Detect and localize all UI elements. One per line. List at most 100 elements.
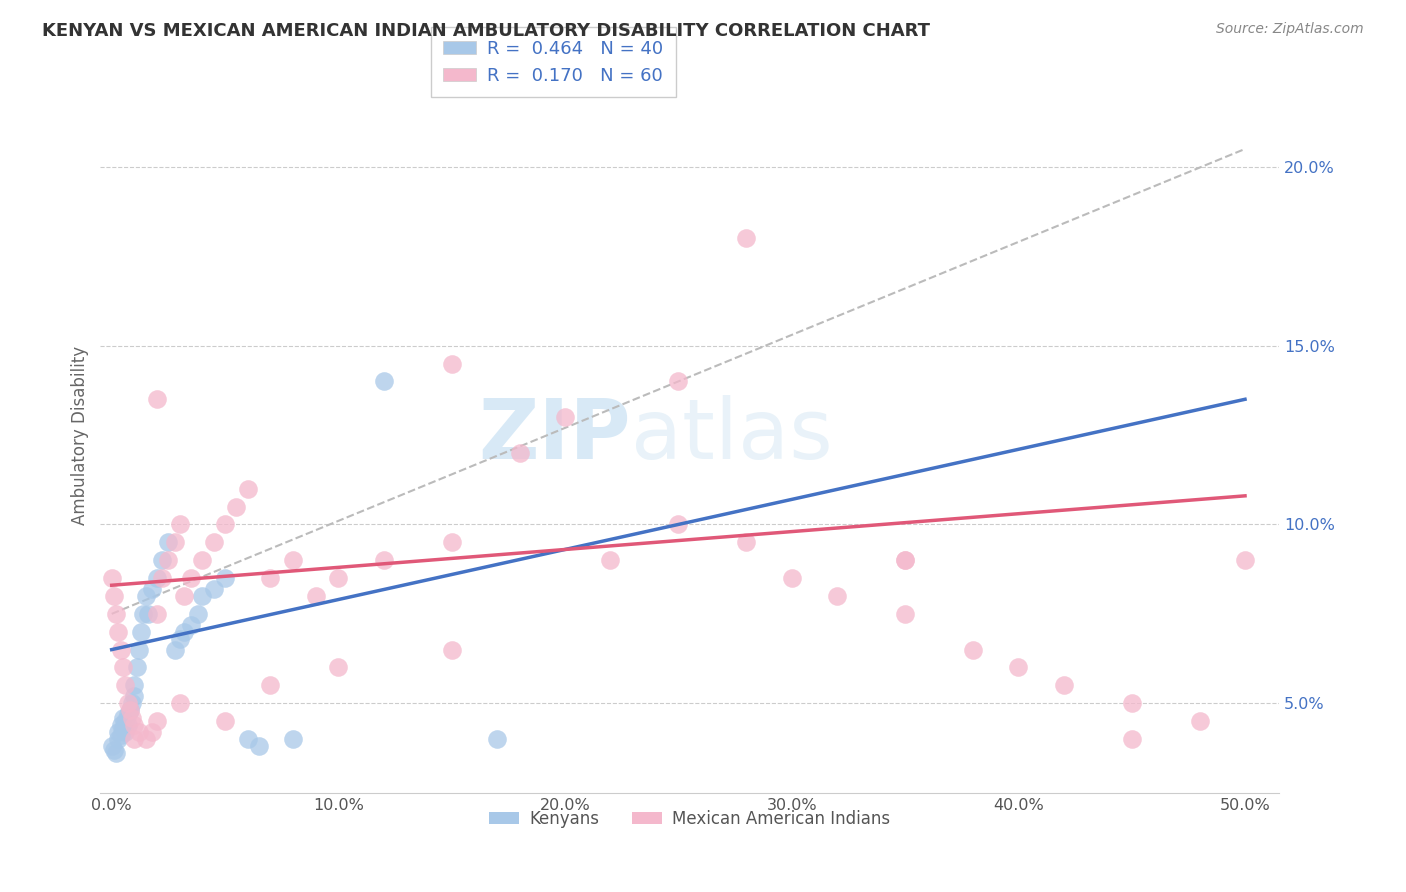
Legend: Kenyans, Mexican American Indians: Kenyans, Mexican American Indians [482,803,897,834]
Point [259,678,281,692]
Point [111,660,134,674]
Point [281,731,304,746]
Point [105,747,128,761]
Point [165,535,187,549]
Point [141,582,163,596]
Point [135,589,157,603]
Point [180,571,202,585]
Point [110,728,132,742]
Point [100,571,122,585]
Point [128,724,150,739]
Point [124,731,146,746]
Point [146,607,169,621]
Point [373,375,395,389]
Text: KENYAN VS MEXICAN AMERICAN INDIAN AMBULATORY DISABILITY CORRELATION CHART: KENYAN VS MEXICAN AMERICAN INDIAN AMBULA… [42,22,931,40]
Y-axis label: Ambulatory Disability: Ambulatory Disability [72,345,89,524]
Point [169,632,191,646]
Point [173,624,195,639]
Point [509,446,531,460]
Point [129,624,152,639]
Point [202,582,225,596]
Point [202,535,225,549]
Point [236,482,259,496]
Point [173,589,195,603]
Point [1053,678,1076,692]
Point [105,607,128,621]
Point [191,553,214,567]
Point [440,642,463,657]
Point [128,642,150,657]
Point [100,739,122,754]
Text: Source: ZipAtlas.com: Source: ZipAtlas.com [1216,22,1364,37]
Point [259,571,281,585]
Point [305,589,328,603]
Point [780,571,803,585]
Point [328,571,350,585]
Point [247,739,270,754]
Point [118,703,141,717]
Point [117,717,139,731]
Point [554,410,576,425]
Point [114,678,136,692]
Point [894,607,917,621]
Point [191,589,214,603]
Point [132,607,155,621]
Point [117,706,139,721]
Point [110,717,132,731]
Point [114,714,136,728]
Text: ZIP: ZIP [478,394,631,475]
Point [281,553,304,567]
Point [157,553,180,567]
Point [373,553,395,567]
Point [150,553,173,567]
Point [146,714,169,728]
Point [117,696,139,710]
Point [103,589,125,603]
Text: atlas: atlas [631,394,832,475]
Point [125,660,148,674]
Point [121,696,143,710]
Point [121,710,143,724]
Point [214,714,236,728]
Point [1007,660,1029,674]
Point [1121,731,1143,746]
Point [111,710,134,724]
Point [735,231,758,245]
Point [110,642,132,657]
Point [146,571,169,585]
Point [103,743,125,757]
Point [666,375,689,389]
Point [599,553,621,567]
Point [485,731,508,746]
Point [1121,696,1143,710]
Point [118,703,141,717]
Point [107,731,129,746]
Point [825,589,848,603]
Point [124,689,146,703]
Point [735,535,758,549]
Point [214,571,236,585]
Point [111,721,134,735]
Point [328,660,350,674]
Point [141,724,163,739]
Point [124,678,146,692]
Point [180,617,202,632]
Point [169,696,191,710]
Point [114,724,136,739]
Point [136,607,159,621]
Point [962,642,984,657]
Point [1234,553,1257,567]
Point [146,392,169,407]
Point [107,624,129,639]
Point [666,517,689,532]
Point [150,571,173,585]
Point [214,517,236,532]
Point [187,607,209,621]
Point [124,717,146,731]
Point [440,357,463,371]
Point [1188,714,1211,728]
Point [107,724,129,739]
Point [225,500,247,514]
Point [440,535,463,549]
Point [894,553,917,567]
